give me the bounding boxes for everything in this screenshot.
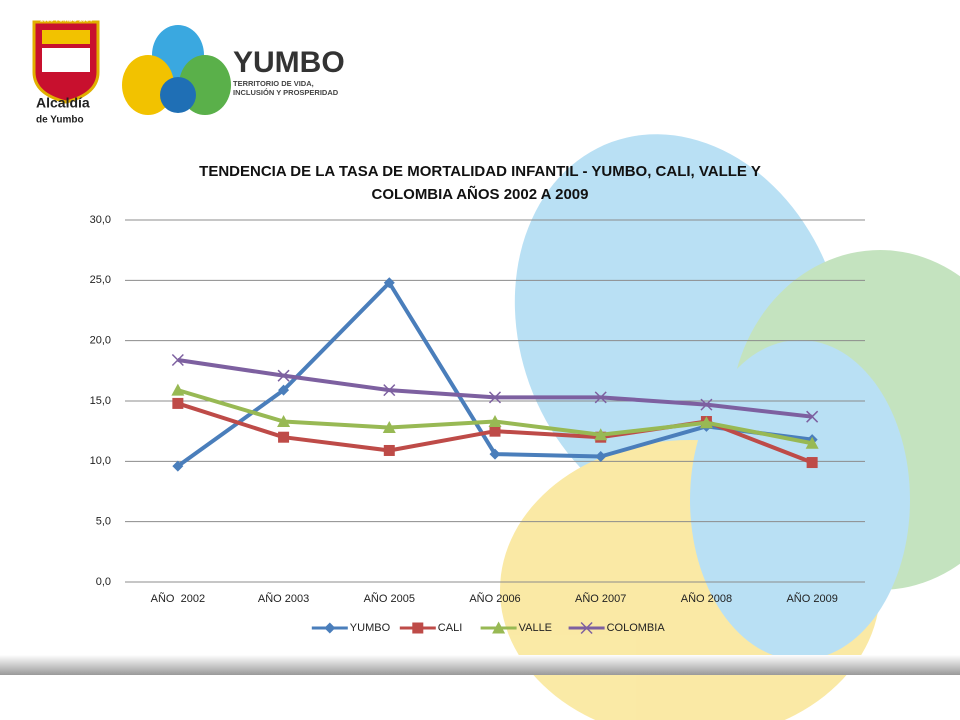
x-tick-label: AÑO 2008 (681, 592, 732, 605)
decoration (500, 134, 960, 720)
alcaldia-logo: 1536 YUMBO 1864 Alcaldía de Yumbo (32, 18, 100, 126)
footer-band (0, 655, 960, 675)
data-point (278, 431, 290, 443)
legend-label: YUMBO (350, 622, 391, 634)
legend-label: CALI (438, 622, 462, 634)
x-tick-label: AÑO 2006 (469, 592, 520, 605)
data-point (805, 436, 819, 449)
legend-label: COLOMBIA (607, 622, 666, 634)
data-point (488, 391, 502, 404)
y-tick-label: 10,0 (90, 455, 111, 467)
city-line2: de Yumbo (36, 115, 84, 126)
data-point (488, 415, 502, 428)
legend-marker (580, 621, 593, 635)
data-point (278, 384, 290, 396)
chart: 0,0 5,0 10,0 15,0 20,0 25,0 30,0 AÑO 2002 AÑO 20… (90, 214, 865, 635)
x-tick-label: AÑO 2009 (786, 592, 837, 605)
seal-text: 1536 YUMBO 1864 (40, 18, 93, 24)
data-point (700, 398, 713, 411)
legend-marker (412, 622, 424, 634)
legend-label: VALLE (519, 622, 552, 634)
data-point (489, 448, 501, 460)
data-point (383, 384, 396, 397)
data-point (489, 425, 501, 437)
data-point (277, 415, 291, 428)
y-tick-label: 30,0 (90, 214, 111, 226)
x-tick-label: AÑO 2007 (575, 592, 626, 605)
data-point (383, 277, 395, 289)
data-point (806, 457, 818, 469)
y-tick-label: 20,0 (90, 335, 111, 347)
data-point (699, 416, 713, 429)
data-point (806, 410, 819, 423)
x-tick-label: AÑO 2002 (151, 592, 205, 605)
data-point (383, 444, 395, 456)
data-point (171, 353, 184, 367)
y-tick-label: 25,0 (90, 274, 111, 286)
slogan-line1: TERRITORIO DE VIDA, (233, 79, 314, 88)
x-tick-label: AÑO 2003 (258, 592, 309, 605)
data-point (594, 428, 608, 441)
data-point (172, 397, 184, 409)
legend-marker (324, 622, 336, 634)
data-point (595, 451, 607, 463)
legend-item: COLOMBIA (568, 621, 666, 635)
city-line1: Alcaldía (36, 95, 90, 111)
data-point (382, 421, 396, 434)
x-tick-label: AÑO 2005 (364, 592, 415, 605)
slogan-line2: INCLUSIÓN Y PROSPERIDAD (233, 88, 339, 97)
data-point (172, 460, 184, 472)
yumbo-logo: YUMBO TERRITORIO DE VIDA, INCLUSIÓN Y PR… (122, 25, 345, 115)
y-tick-label: 5,0 (96, 516, 111, 528)
data-point (277, 369, 290, 382)
legend-item: CALI (399, 622, 462, 634)
data-point (171, 383, 185, 396)
y-tick-label: 0,0 (96, 576, 111, 588)
legend-item: YUMBO (311, 622, 391, 634)
brand: YUMBO (233, 46, 345, 79)
legend-marker (492, 621, 506, 634)
data-point (594, 391, 607, 404)
chart-title: TENDENCIA DE LA TASA DE MORTALIDAD INFAN… (199, 163, 761, 203)
legend-item: VALLE (480, 621, 552, 634)
y-tick-label: 15,0 (90, 395, 111, 407)
